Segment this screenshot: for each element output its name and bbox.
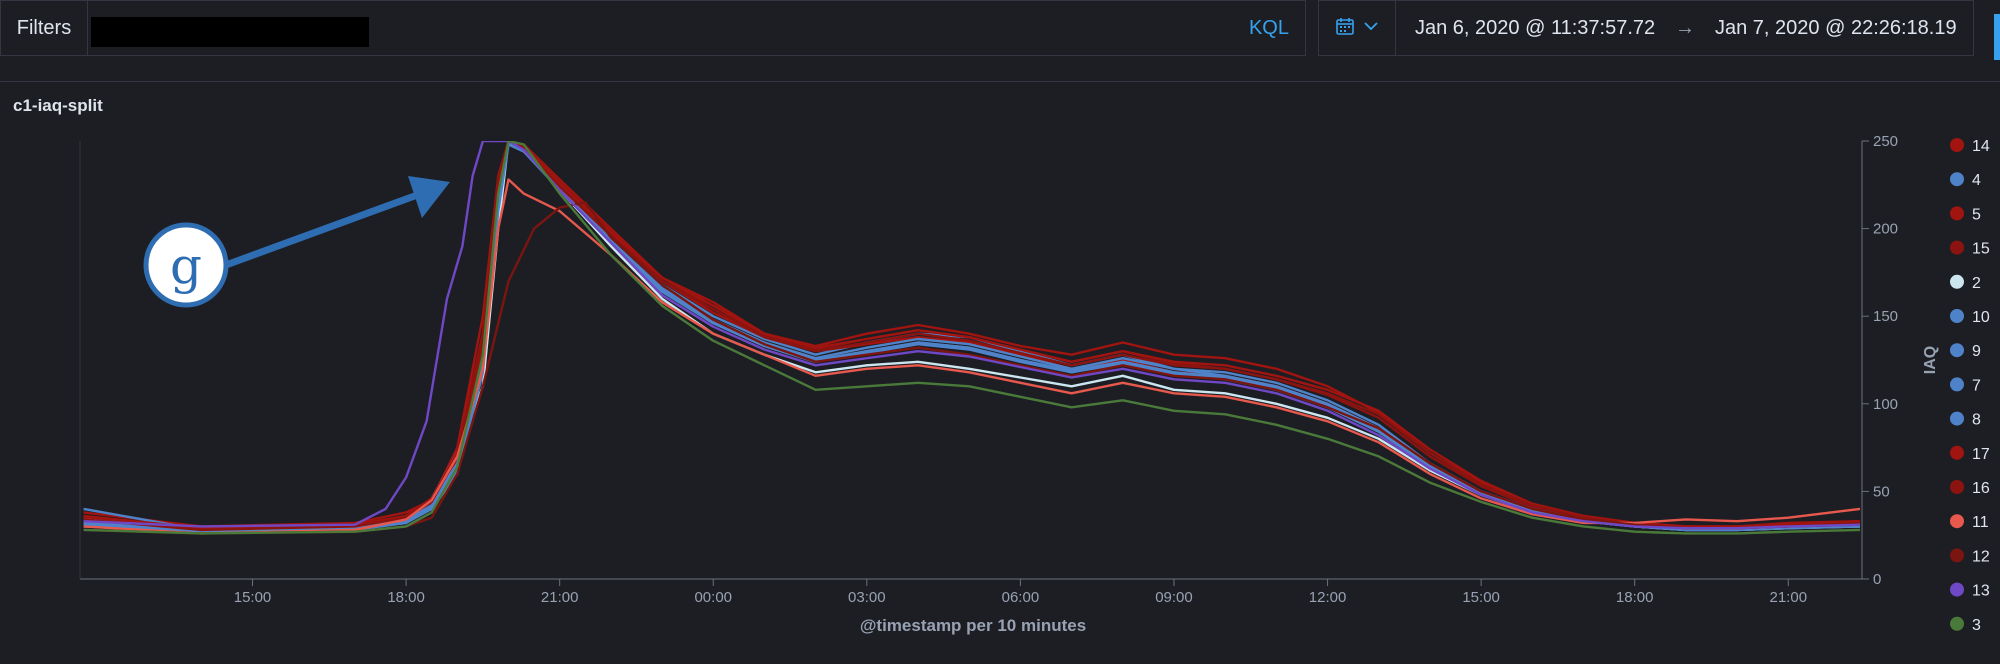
- query-bar: Filters KQL: [0, 0, 2000, 60]
- series-line-11[interactable]: [83, 178, 1861, 535]
- filters-button[interactable]: Filters: [1, 1, 88, 55]
- chart-series: [83, 141, 1861, 535]
- legend-label[interactable]: 14: [1972, 138, 1990, 155]
- x-tick-label: 18:00: [1616, 589, 1654, 606]
- x-tick-label: 12:00: [1309, 589, 1347, 606]
- legend-swatch[interactable]: [1950, 138, 1964, 152]
- legend-label[interactable]: 11: [1972, 514, 1989, 531]
- kql-language-toggle[interactable]: KQL: [1248, 16, 1289, 39]
- date-arrow-icon: →: [1675, 16, 1695, 39]
- legend-label[interactable]: 5: [1972, 206, 1981, 223]
- calendar-icon: [1335, 16, 1355, 41]
- legend-swatch[interactable]: [1950, 514, 1964, 529]
- legend-label[interactable]: 16: [1972, 480, 1990, 497]
- legend-swatch[interactable]: [1950, 240, 1964, 255]
- visualization-panel: c1-iaq-split: [0, 81, 2000, 664]
- legend-swatch[interactable]: [1950, 274, 1964, 289]
- legend-swatch[interactable]: [1950, 309, 1964, 323]
- series-line-12[interactable]: [83, 201, 1861, 535]
- start-date[interactable]: Jan 6, 2020 @ 11:37:57.72: [1415, 16, 1656, 39]
- legend-swatch[interactable]: [1950, 582, 1964, 597]
- filter-box: Filters KQL: [0, 0, 1306, 56]
- legend-swatch[interactable]: [1950, 445, 1964, 460]
- panel-title: c1-iaq-split: [13, 96, 103, 115]
- y-axis-label: IAQ: [1922, 346, 1939, 374]
- search-input[interactable]: [91, 17, 369, 47]
- legend-swatch[interactable]: [1950, 377, 1964, 392]
- y-tick-label: 250: [1873, 133, 1898, 150]
- x-axis-label: @timestamp per 10 minutes: [860, 616, 1086, 635]
- legend-swatch[interactable]: [1950, 411, 1964, 426]
- y-tick-label: 100: [1873, 396, 1898, 413]
- legend-label[interactable]: 15: [1972, 241, 1990, 258]
- series-line-13[interactable]: [83, 141, 1861, 530]
- legend-label[interactable]: 10: [1972, 309, 1990, 326]
- legend-label[interactable]: 4: [1972, 172, 1981, 189]
- legend-swatch[interactable]: [1950, 548, 1964, 563]
- x-tick-label: 21:00: [1770, 589, 1808, 606]
- annotation-badge: g: [143, 222, 229, 308]
- legend-swatch[interactable]: [1950, 616, 1964, 631]
- chart-legend: 14 4 5 15 2 10 9 7 8 17 16 11 12 13 3: [1950, 138, 1990, 634]
- x-tick-label: 00:00: [694, 589, 732, 606]
- legend-swatch[interactable]: [1950, 172, 1964, 187]
- x-tick-label: 21:00: [541, 589, 579, 606]
- time-picker: Jan 6, 2020 @ 11:37:57.72 → Jan 7, 2020 …: [1318, 0, 1974, 56]
- annotation-badge-letter: g: [170, 237, 202, 295]
- legend-label[interactable]: 17: [1972, 446, 1990, 463]
- y-tick-label: 0: [1873, 571, 1881, 588]
- quick-select-button[interactable]: [1319, 1, 1396, 55]
- legend-label[interactable]: 12: [1972, 548, 1990, 565]
- y-tick-label: 150: [1873, 308, 1898, 325]
- legend-label[interactable]: 7: [1972, 377, 1981, 394]
- chevron-down-icon: [1363, 19, 1379, 37]
- legend-label[interactable]: 3: [1972, 617, 1981, 634]
- legend-label[interactable]: 2: [1972, 275, 1981, 292]
- legend-swatch[interactable]: [1950, 480, 1964, 494]
- y-tick-label: 50: [1873, 483, 1890, 500]
- chart-axes: 15:00 18:00 21:00 00:00 03:00 06:00 09:00 12:00…: [79, 133, 1898, 606]
- legend-swatch[interactable]: [1950, 206, 1964, 221]
- x-tick-label: 18:00: [387, 589, 425, 606]
- y-tick-label: 200: [1873, 221, 1898, 238]
- legend-label[interactable]: 9: [1972, 343, 1981, 360]
- series-line-14[interactable]: [83, 141, 1861, 528]
- series-line-5[interactable]: [83, 141, 1860, 533]
- series-line-2[interactable]: [83, 141, 1861, 533]
- refresh-button-edge[interactable]: [1994, 14, 2000, 60]
- series-line-16[interactable]: [83, 141, 1861, 532]
- x-tick-label: 03:00: [848, 589, 886, 606]
- x-tick-label: 15:00: [234, 589, 272, 606]
- legend-label[interactable]: 8: [1972, 412, 1981, 429]
- x-tick-label: 15:00: [1462, 589, 1500, 606]
- end-date[interactable]: Jan 7, 2020 @ 22:26:18.19: [1715, 16, 1957, 39]
- x-tick-label: 06:00: [1002, 589, 1040, 606]
- legend-swatch[interactable]: [1950, 343, 1964, 358]
- series-line-3[interactable]: [83, 141, 1861, 535]
- legend-label[interactable]: 13: [1972, 583, 1990, 600]
- annotation-arrow: [224, 176, 450, 269]
- x-tick-label: 09:00: [1155, 589, 1193, 606]
